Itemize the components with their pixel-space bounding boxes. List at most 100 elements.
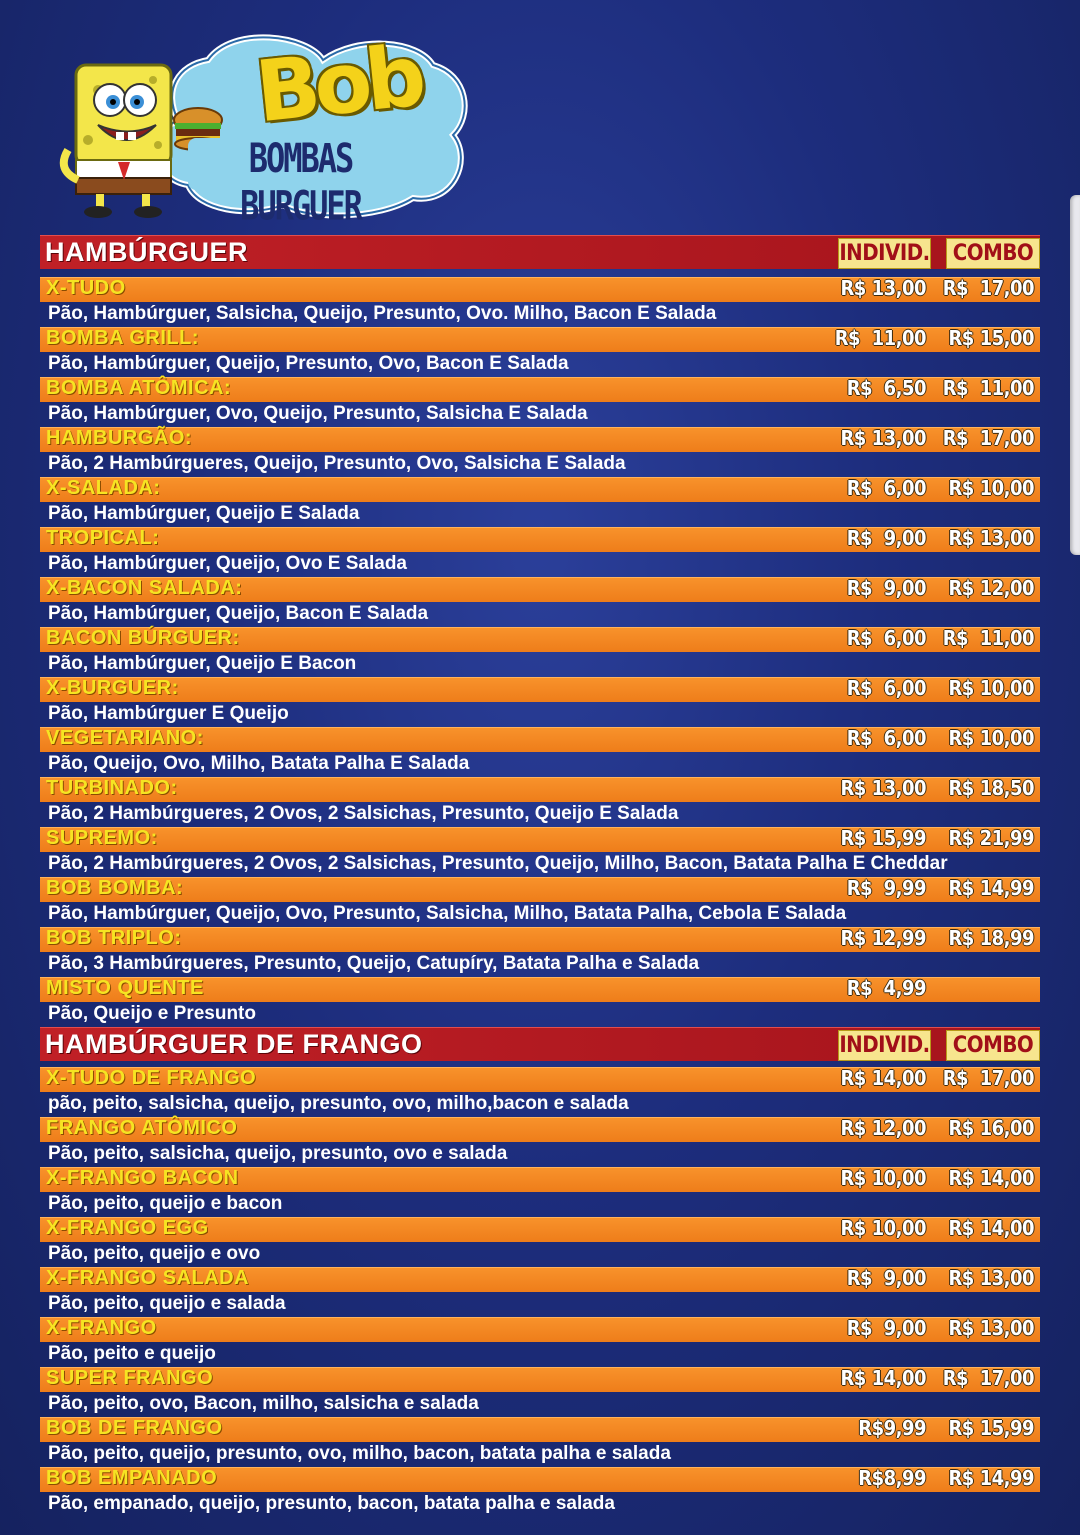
menu-item-name: X-FRANGO BACON <box>46 1167 239 1189</box>
price-combo: R$ 21,99 <box>948 826 1034 850</box>
price-individual: R$ 9,99 <box>846 876 927 900</box>
menu-item-name: MISTO QUENTE <box>46 977 204 999</box>
price-combo: R$ 10,00 <box>948 476 1034 500</box>
price-individual: R$8,99 <box>858 1466 926 1490</box>
column-header-individual: INDIVID. <box>838 1030 931 1061</box>
section-header: HAMBÚRGUER DE FRANGO INDIVID. COMBO <box>40 1027 1040 1061</box>
price-individual: R$ 11,00 <box>834 326 927 350</box>
brand-subtitle: BOMBAS BURGUER <box>240 134 363 230</box>
price-individual: R$ 14,00 <box>840 1366 926 1390</box>
menu-item-name: X-TUDO <box>46 277 126 299</box>
menu-item-name: BOMBA ATÔMICA: <box>46 377 232 399</box>
price-individual: R$ 6,00 <box>846 626 927 650</box>
menu-item-bar: BOB EMPANADO R$8,99 R$ 14,99 <box>40 1466 1040 1492</box>
menu-item-bar: X-TUDO R$ 13,00 R$ 17,00 <box>40 276 1040 302</box>
menu-item-description: Pão, Hambúrguer, Queijo, Bacon E Salada <box>48 603 429 624</box>
menu-item: X-FRANGO EGG R$ 10,00 R$ 14,00 Pão, peito, … <box>40 1216 1040 1267</box>
menu-item-bar: BOB BOMBA: R$ 9,99 R$ 14,99 <box>40 876 1040 902</box>
menu-item-name: BOB DE FRANGO <box>46 1417 223 1439</box>
price-individual: R$ 6,00 <box>846 726 927 750</box>
menu-item-description: Pão, Hambúrguer, Ovo, Queijo, Presunto, … <box>48 403 588 424</box>
scrollbar[interactable] <box>1070 195 1080 555</box>
menu-item-description: Pão, 3 Hambúrgueres, Presunto, Queijo, C… <box>48 953 700 974</box>
price-combo: R$ 10,00 <box>948 676 1034 700</box>
price-individual: R$ 12,99 <box>840 926 926 950</box>
menu-item: MISTO QUENTE R$ 4,99 Pão, Queijo e Presunt… <box>40 976 1040 1027</box>
price-individual: R$ 6,00 <box>846 476 927 500</box>
menu-item-bar: FRANGO ATÔMICO R$ 12,00 R$ 16,00 <box>40 1116 1040 1142</box>
menu-item-bar: X-BACON SALADA: R$ 9,00 R$ 12,00 <box>40 576 1040 602</box>
menu-item-description: Pão, peito, ovo, Bacon, milho, salsicha … <box>48 1393 479 1414</box>
price-combo: R$ 14,00 <box>948 1216 1034 1240</box>
menu-item-bar: X-SALADA: R$ 6,00 R$ 10,00 <box>40 476 1040 502</box>
price-combo: R$ 14,99 <box>948 1466 1034 1490</box>
price-combo: R$ 17,00 <box>942 276 1035 300</box>
price-combo: R$ 13,00 <box>948 1316 1034 1340</box>
menu-item: VEGETARIANO: R$ 6,00 R$ 10,00 Pão, Queijo, … <box>40 726 1040 777</box>
menu-item: BOMBA GRILL: R$ 11,00 R$ 15,00 Pão, Hambúrg… <box>40 326 1040 377</box>
menu-item: SUPREMO: R$ 15,99 R$ 21,99 Pão, 2 Hambúrgue… <box>40 826 1040 877</box>
price-combo: R$ 14,99 <box>948 876 1034 900</box>
menu-item-description: Pão, Hambúrguer, Salsicha, Queijo, Presu… <box>48 303 717 324</box>
menu-item-description: Pão, peito, salsicha, queijo, presunto, … <box>48 1143 508 1164</box>
price-individual: R$ 12,00 <box>840 1116 926 1140</box>
menu-item-bar: X-TUDO DE FRANGO R$ 14,00 R$ 17,00 <box>40 1066 1040 1092</box>
column-header-combo: COMBO <box>946 1030 1040 1061</box>
menu-item-bar: SUPREMO: R$ 15,99 R$ 21,99 <box>40 826 1040 852</box>
price-individual: R$ 6,00 <box>846 676 927 700</box>
price-combo: R$ 18,99 <box>948 926 1034 950</box>
menu-item: X-BURGUER: R$ 6,00 R$ 10,00 Pão, Hambúrguer… <box>40 676 1040 727</box>
menu-item-bar: MISTO QUENTE R$ 4,99 <box>40 976 1040 1002</box>
price-individual: R$ 9,00 <box>846 576 927 600</box>
menu-item-description: Pão, Hambúrguer, Queijo E Bacon <box>48 653 357 674</box>
menu-item-bar: BACON BÚRGUER: R$ 6,00 R$ 11,00 <box>40 626 1040 652</box>
menu-item-description: Pão, peito, queijo e ovo <box>48 1243 261 1264</box>
menu-item-bar: X-FRANGO EGG R$ 10,00 R$ 14,00 <box>40 1216 1040 1242</box>
price-combo: R$ 11,00 <box>942 626 1035 650</box>
menu-item-name: BOB EMPANADO <box>46 1467 218 1489</box>
price-combo: R$ 17,00 <box>942 1366 1035 1390</box>
menu-item-name: X-FRANGO <box>46 1317 157 1339</box>
menu-item-name: X-FRANGO SALADA <box>46 1267 250 1289</box>
menu-item-description: Pão, peito, queijo e bacon <box>48 1193 283 1214</box>
price-individual: R$ 13,00 <box>840 776 926 800</box>
price-combo: R$ 17,00 <box>942 1066 1035 1090</box>
logo-artwork <box>59 34 468 219</box>
price-combo: R$ 10,00 <box>948 726 1034 750</box>
price-combo: R$ 13,00 <box>948 526 1034 550</box>
menu-item: BOB EMPANADO R$8,99 R$ 14,99 Pão, empanado,… <box>40 1466 1040 1517</box>
menu-item-name: FRANGO ATÔMICO <box>46 1117 238 1139</box>
menu-item-description: Pão, 2 Hambúrgueres, 2 Ovos, 2 Salsichas… <box>48 803 679 824</box>
menu-item-name: X-BURGUER: <box>46 677 179 699</box>
menu-item-description: Pão, 2 Hambúrgueres, 2 Ovos, 2 Salsichas… <box>48 853 948 874</box>
menu-item-name: BOMBA GRILL: <box>46 327 200 349</box>
menu-item: X-SALADA: R$ 6,00 R$ 10,00 Pão, Hambúrguer… <box>40 476 1040 527</box>
price-combo: R$ 15,00 <box>948 326 1034 350</box>
menu-item: BOB BOMBA: R$ 9,99 R$ 14,99 Pão, Hambúrguer… <box>40 876 1040 927</box>
menu-item-bar: SUPER FRANGO R$ 14,00 R$ 17,00 <box>40 1366 1040 1392</box>
menu-item-name: SUPER FRANGO <box>46 1367 214 1389</box>
price-individual: R$9,99 <box>858 1416 926 1440</box>
price-combo: R$ 13,00 <box>948 1266 1034 1290</box>
menu-item-name: TURBINADO: <box>46 777 178 799</box>
menu-item-description: Pão, Hambúrguer E Queijo <box>48 703 289 724</box>
sponge-mascot-icon <box>59 63 173 218</box>
menu-item-description: Pão, Hambúrguer, Queijo, Ovo E Salada <box>48 553 407 574</box>
menu-item-description: Pão, peito e queijo <box>48 1343 216 1364</box>
price-combo: R$ 17,00 <box>942 426 1035 450</box>
menu-item-bar: TROPICAL: R$ 9,00 R$ 13,00 <box>40 526 1040 552</box>
menu-item-description: Pão, Hambúrguer, Queijo, Ovo, Presunto, … <box>48 903 847 924</box>
price-combo: R$ 18,50 <box>948 776 1034 800</box>
price-combo: R$ 15,99 <box>948 1416 1034 1440</box>
menu-item-description: Pão, Hambúrguer, Queijo E Salada <box>48 503 360 524</box>
menu-item-description: pão, peito, salsicha, queijo, presunto, … <box>48 1093 629 1114</box>
menu-item: BOB DE FRANGO R$9,99 R$ 15,99 Pão, peito, q… <box>40 1416 1040 1467</box>
menu-item-name: X-TUDO DE FRANGO <box>46 1067 257 1089</box>
menu-item-name: BOB BOMBA: <box>46 877 184 899</box>
menu-item: X-FRANGO SALADA R$ 9,00 R$ 13,00 Pão, peito… <box>40 1266 1040 1317</box>
menu-item: X-FRANGO R$ 9,00 R$ 13,00 Pão, peito e quei… <box>40 1316 1040 1367</box>
menu-item-name: X-FRANGO EGG <box>46 1217 209 1239</box>
menu-item: BACON BÚRGUER: R$ 6,00 R$ 11,00 Pão, Hambúr… <box>40 626 1040 677</box>
price-individual: R$ 4,99 <box>846 976 927 1000</box>
price-combo: R$ 16,00 <box>948 1116 1034 1140</box>
